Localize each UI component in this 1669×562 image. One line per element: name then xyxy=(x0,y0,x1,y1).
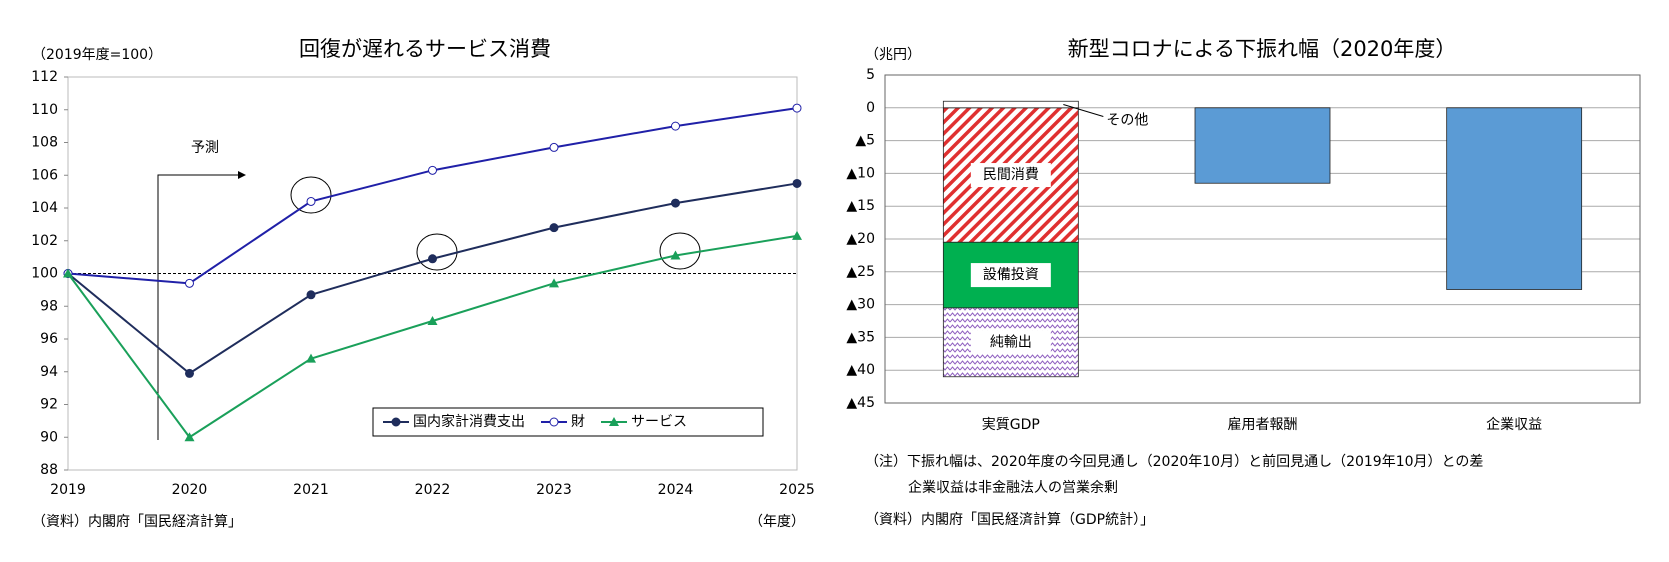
source: （資料）内閣府「国民経済計算（GDP統計）」 xyxy=(865,512,1154,528)
y-axis-label: （2019年度=100） xyxy=(32,47,162,63)
y-tick-label: 102 xyxy=(31,233,58,249)
x-tick-label: 2024 xyxy=(658,482,694,498)
bar-segment xyxy=(1194,107,1331,184)
bar-segment xyxy=(942,100,1079,109)
y-tick-label: ▲20 xyxy=(846,231,875,247)
marker xyxy=(63,268,73,278)
x-tick-label: 2022 xyxy=(415,482,451,498)
marker xyxy=(549,278,559,288)
y-tick-label: 110 xyxy=(31,102,58,118)
x-tick-label: 2023 xyxy=(536,482,572,498)
x-tick-label: 2021 xyxy=(293,482,329,498)
x-tick-label: 2025 xyxy=(779,482,815,498)
y-tick-label: 100 xyxy=(31,266,58,282)
marker xyxy=(549,223,559,233)
forecast-arrow xyxy=(157,174,238,440)
marker xyxy=(792,178,802,188)
marker xyxy=(792,103,802,113)
marker xyxy=(549,142,559,152)
y-tick-label: ▲35 xyxy=(846,329,875,345)
note: （注）下振れ幅は、2020年度の今回見通し（2020年10月）と前回見通し（20… xyxy=(865,453,1483,470)
y-tick-label: 88 xyxy=(40,462,58,478)
annotation: 予測 xyxy=(191,140,219,156)
marker xyxy=(670,250,681,260)
series-line xyxy=(67,234,798,439)
leader-line xyxy=(1063,104,1104,117)
y-tick-label: 112 xyxy=(31,69,58,85)
label-bg xyxy=(970,163,1051,188)
legend-label: サービス xyxy=(631,414,687,430)
segment-label: その他 xyxy=(1106,113,1148,129)
y-tick-label: 94 xyxy=(40,364,58,380)
highlight xyxy=(659,232,701,270)
x-tick-label: 2019 xyxy=(50,482,86,498)
series-line xyxy=(67,182,798,375)
arrow-head xyxy=(238,171,246,179)
segment-label: 設備投資 xyxy=(983,267,1039,283)
legend-label: 国内家計消費支出 xyxy=(413,413,525,430)
y-tick-label: ▲45 xyxy=(846,395,875,411)
x-tick-label: 雇用者報酬 xyxy=(1228,416,1298,433)
marker xyxy=(792,230,802,240)
label-bg xyxy=(970,263,1051,288)
x-tick-label: 2020 xyxy=(172,482,208,498)
legend-label: 財 xyxy=(571,414,585,430)
y-tick-label: 90 xyxy=(40,429,58,445)
x-tick-label: 実質GDP xyxy=(982,417,1040,433)
y-tick-label: 98 xyxy=(40,298,58,314)
marker xyxy=(184,432,195,442)
y-tick-label: 108 xyxy=(31,135,58,151)
y-tick-label: 96 xyxy=(40,331,58,347)
y-tick-label: ▲15 xyxy=(846,198,875,214)
x-axis-label: （年度） xyxy=(749,514,805,530)
marker xyxy=(306,353,316,363)
marker xyxy=(391,417,401,427)
y-tick-label: 104 xyxy=(31,200,58,216)
marker xyxy=(306,196,316,206)
bar-segment xyxy=(1446,107,1583,290)
marker xyxy=(671,198,680,208)
marker xyxy=(549,417,559,427)
marker xyxy=(428,254,437,264)
marker xyxy=(185,278,194,288)
marker xyxy=(185,368,194,378)
marker xyxy=(427,315,438,325)
chart-title: 新型コロナによる下振れ幅（2020年度） xyxy=(1068,37,1457,61)
marker xyxy=(609,417,619,426)
y-tick-label: 106 xyxy=(31,167,58,183)
y-tick-label: ▲25 xyxy=(846,264,875,280)
legend-box xyxy=(372,407,764,437)
plot-frame xyxy=(884,74,1641,404)
y-axis-label: （兆円） xyxy=(865,47,921,63)
y-tick-label: ▲10 xyxy=(846,165,875,181)
y-tick-label: ▲40 xyxy=(846,362,875,378)
y-tick-label: 0 xyxy=(866,100,875,116)
marker xyxy=(306,290,316,300)
x-tick-label: 企業収益 xyxy=(1486,416,1542,433)
y-tick-label: ▲30 xyxy=(846,297,875,313)
y-tick-label: 5 xyxy=(866,67,875,83)
marker xyxy=(671,121,680,131)
note: 企業収益は非金融法人の営業余剰 xyxy=(908,479,1118,496)
y-tick-label: 92 xyxy=(40,397,58,413)
source: （資料）内閣府「国民経済計算」 xyxy=(32,514,242,530)
segment-label: 純輸出 xyxy=(990,334,1032,350)
y-tick-label: ▲5 xyxy=(855,133,875,149)
highlight xyxy=(290,176,332,214)
label-bg xyxy=(970,330,1051,355)
marker xyxy=(428,165,437,175)
segment-label: 民間消費 xyxy=(983,167,1039,183)
chart-title: 回復が遅れるサービス消費 xyxy=(299,37,551,61)
highlight xyxy=(416,233,458,271)
